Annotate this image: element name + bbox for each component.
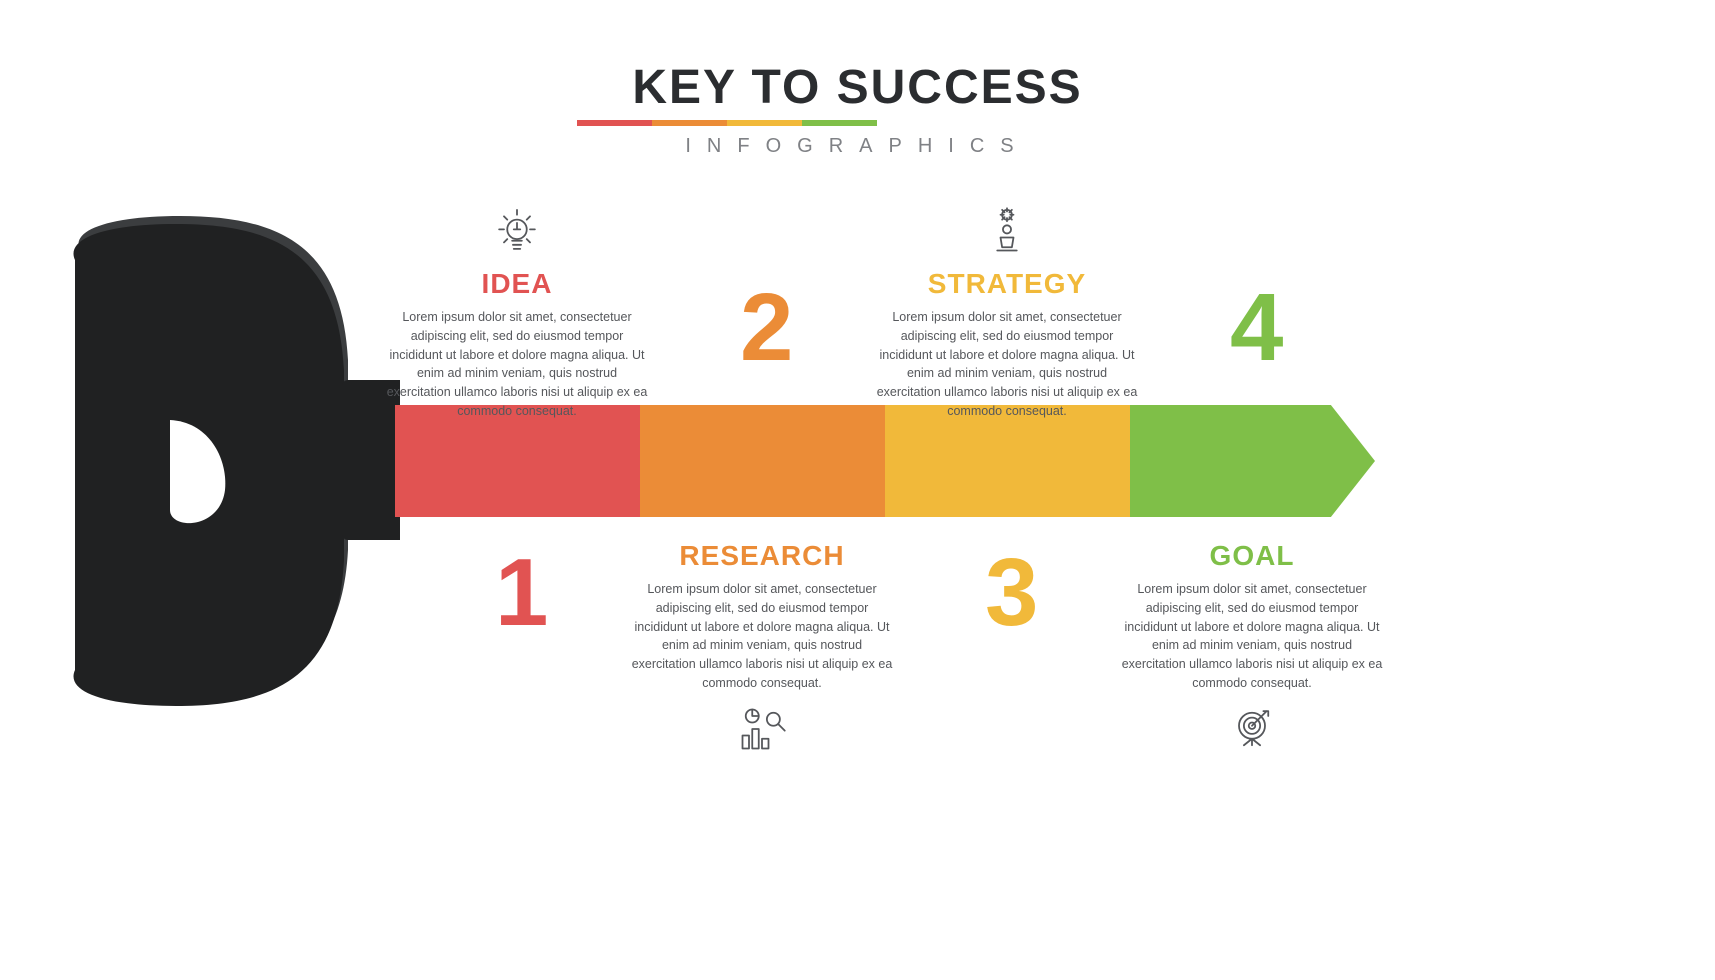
key-head-icon [50,210,380,710]
title-underline [577,120,877,126]
underline-seg-1 [577,120,652,126]
chess-gear-icon [872,205,1142,262]
step-heading: GOAL [1117,540,1387,572]
step-number-2: 2 [740,280,791,376]
step-body: Lorem ipsum dolor sit amet, consectetuer… [627,580,897,693]
step-heading: IDEA [382,268,652,300]
step-heading: RESEARCH [627,540,897,572]
underline-seg-2 [652,120,727,126]
step-body: Lorem ipsum dolor sit amet, consectetuer… [1117,580,1387,693]
step-number-1: 1 [495,545,546,641]
analytics-icon [627,703,897,760]
title-text: KEY TO SUCCESS [632,61,1082,114]
step-idea: IDEA Lorem ipsum dolor sit amet, consect… [382,205,652,421]
step-number-4: 4 [1230,280,1281,376]
shaft-segment-3 [885,405,1130,517]
lightbulb-icon [382,205,652,262]
shaft-segment-1 [395,405,640,517]
step-number-3: 3 [985,545,1036,641]
target-icon [1117,703,1387,760]
step-goal: GOAL Lorem ipsum dolor sit amet, consect… [1117,540,1387,766]
shaft-segment-2 [640,405,885,517]
infographic-stage: KEY TO SUCCESS INFOGRAPHICS [0,0,1715,980]
step-body: Lorem ipsum dolor sit amet, consectetuer… [872,308,1142,421]
step-body: Lorem ipsum dolor sit amet, consectetuer… [382,308,652,421]
shaft-segment-4 [1130,405,1375,517]
key-shaft [395,405,1375,517]
step-heading: STRATEGY [872,268,1142,300]
step-strategy: STRATEGY Lorem ipsum dolor sit amet, con… [872,205,1142,421]
underline-seg-4 [802,120,877,126]
underline-seg-3 [727,120,802,126]
step-research: RESEARCH Lorem ipsum dolor sit amet, con… [627,540,897,766]
page-title: KEY TO SUCCESS [0,60,1715,115]
subtitle-text: INFOGRAPHICS [0,135,1715,158]
